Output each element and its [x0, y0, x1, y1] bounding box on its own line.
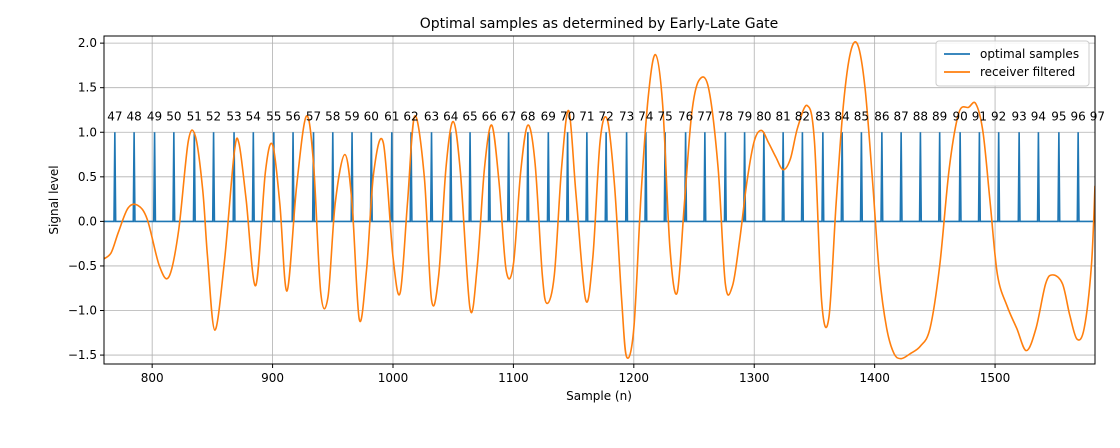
x-tick-label: 1000: [378, 371, 409, 385]
sample-index-label: 54: [246, 109, 261, 123]
y-tick-label: −1.0: [68, 304, 97, 318]
sample-index-label: 77: [697, 109, 712, 123]
sample-index-label: 48: [126, 109, 141, 123]
sample-index-label: 87: [893, 109, 908, 123]
sample-index-label: 59: [344, 109, 359, 123]
sample-index-label: 58: [325, 109, 340, 123]
plot-area: 47 48 49 50 51 52 53 54 55 56 57 58 59 60 61 62 63 64 65 66…: [68, 35, 1105, 385]
sample-index-label: 62: [403, 109, 418, 123]
y-tick-label: 0.5: [78, 170, 97, 184]
sample-index-label: 82: [795, 109, 810, 123]
sample-index-labels: 47 48 49 50 51 52 53 54 55 56 57 58 59 60 61 62 63 64 65 66…: [107, 109, 1105, 123]
sample-index-label: 83: [815, 109, 830, 123]
sample-index-label: 89: [932, 109, 947, 123]
sample-index-label: 93: [1011, 109, 1026, 123]
sample-index-label: 60: [364, 109, 379, 123]
sample-index-label: 75: [657, 109, 672, 123]
x-tick-label: 1400: [859, 371, 890, 385]
sample-index-label: 97: [1090, 109, 1105, 123]
x-tick-label: 900: [261, 371, 284, 385]
axes-frame: [103, 35, 1096, 365]
y-tick-label: −0.5: [68, 259, 97, 273]
sample-index-label: 67: [501, 109, 516, 123]
y-tick-label: 1.5: [78, 81, 97, 95]
legend: optimal samples receiver filtered: [935, 40, 1090, 87]
sample-index-label: 68: [520, 109, 535, 123]
sample-index-label: 69: [541, 109, 556, 123]
chart-title: Optimal samples as determined by Early-L…: [420, 16, 779, 32]
x-axis-label: Sample (n): [566, 389, 632, 403]
sample-index-label: 56: [285, 109, 300, 123]
sample-index-label: 70: [560, 109, 575, 123]
y-tick-label: 2.0: [78, 36, 97, 50]
grid-lines: [104, 36, 1095, 364]
sample-index-label: 73: [619, 109, 634, 123]
sample-index-label: 49: [147, 109, 162, 123]
y-tick-label: 1.0: [78, 125, 97, 139]
sample-index-label: 90: [952, 109, 967, 123]
sample-index-label: 76: [678, 109, 693, 123]
data-layer: [104, 41, 1095, 360]
sample-index-label: 88: [913, 109, 928, 123]
x-tick-label: 1200: [619, 371, 650, 385]
sample-index-label: 64: [443, 109, 458, 123]
receiver-filtered-series: [104, 41, 1095, 360]
sample-index-label: 79: [737, 109, 752, 123]
sample-index-label: 55: [266, 109, 281, 123]
sample-index-label: 92: [991, 109, 1006, 123]
x-tick-label: 1500: [980, 371, 1011, 385]
sample-index-label: 85: [854, 109, 869, 123]
sample-index-label: 51: [187, 109, 202, 123]
x-tick-label: 800: [141, 371, 164, 385]
legend-box: [935, 40, 1090, 87]
y-axis-label: Signal level: [47, 165, 61, 234]
sample-index-label: 84: [834, 109, 849, 123]
sample-index-label: 80: [756, 109, 771, 123]
sample-index-label: 50: [166, 109, 181, 123]
sample-index-label: 63: [424, 109, 439, 123]
legend-entry-label: optimal samples: [980, 47, 1079, 61]
sample-index-label: 66: [482, 109, 497, 123]
sample-index-label: 78: [718, 109, 733, 123]
sample-index-label: 95: [1051, 109, 1066, 123]
sample-index-label: 61: [384, 109, 399, 123]
x-tick-label: 1300: [739, 371, 770, 385]
sample-index-label: 71: [579, 109, 594, 123]
sample-index-label: 65: [462, 109, 477, 123]
sample-index-label: 74: [638, 109, 653, 123]
sample-index-label: 96: [1071, 109, 1086, 123]
sample-index-label: 53: [226, 109, 241, 123]
legend-entry-label: receiver filtered: [980, 65, 1075, 79]
optimal-samples-series: [104, 132, 1095, 223]
sample-index-label: 47: [107, 109, 122, 123]
sample-index-label: 94: [1031, 109, 1046, 123]
y-tick-label: 0.0: [78, 214, 97, 228]
sample-index-label: 81: [775, 109, 790, 123]
tick-marks: 800 900 1000 1100 1200 1300 1400 1500 −1.5 −1.0 −0…: [68, 36, 1010, 385]
x-tick-label: 1100: [498, 371, 529, 385]
sample-index-label: 52: [206, 109, 221, 123]
sample-index-label: 72: [598, 109, 613, 123]
y-tick-label: −1.5: [68, 348, 97, 362]
sample-index-label: 91: [972, 109, 987, 123]
sample-index-label: 57: [306, 109, 321, 123]
sample-index-label: 86: [874, 109, 889, 123]
